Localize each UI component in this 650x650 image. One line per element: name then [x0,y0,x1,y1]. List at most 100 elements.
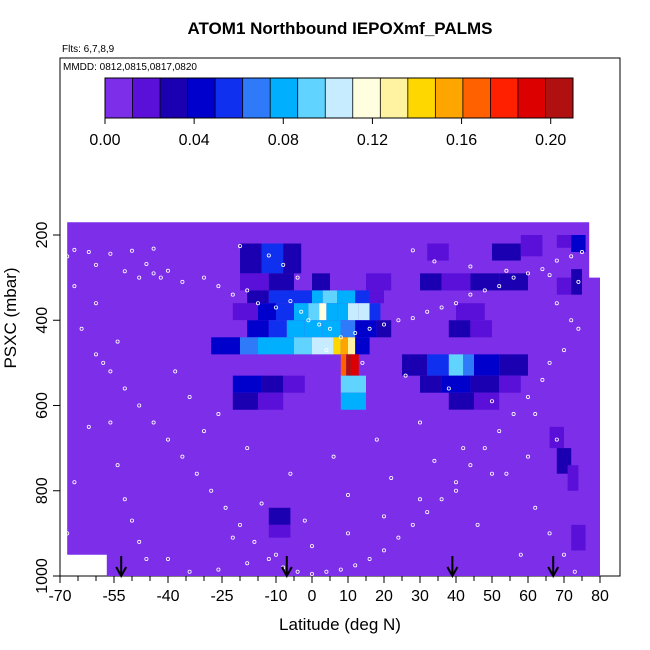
sample-point [367,556,372,561]
curtain-cell [258,303,276,321]
sample-point [540,267,545,272]
curtain-cell [474,354,500,376]
sample-point [245,561,250,566]
sample-point [137,403,142,408]
curtain-cell [268,507,291,525]
curtain-cell [211,337,240,355]
curtain-cell [571,235,586,253]
curtain-cell [240,273,269,291]
sample-point [338,567,343,572]
sample-point [410,316,415,321]
sample-point [201,429,206,434]
curtain-cell [448,392,474,410]
curtain-cell [286,320,305,338]
sample-point [216,412,221,417]
colorbar-tick-label: 0.08 [268,132,299,149]
colorbar-swatch [215,78,244,118]
sample-point [295,569,300,574]
x-tick-label: -55 [102,588,125,605]
curtain-cell [268,273,294,291]
sample-point [216,567,221,572]
sample-point [317,322,322,327]
sample-point [187,569,192,574]
sample-point [489,399,494,404]
curtain-cell [308,303,320,321]
sample-point [129,518,134,523]
sample-point [533,412,538,417]
sample-point [572,569,577,574]
colorbar-swatch [490,78,519,118]
curtain-cell [441,273,471,291]
sample-point [410,522,415,527]
curtain-cell [346,354,352,376]
colorbar-swatch [187,78,216,118]
sample-point [144,556,149,561]
sample-point [72,480,77,485]
curtain-cell [448,354,464,376]
sample-point [497,284,502,289]
sample-point [309,544,314,549]
curtain-cell [369,290,384,304]
colorbar-swatch [407,78,436,118]
curtain-cell [366,273,392,291]
sample-point [547,273,552,278]
sample-point [504,471,509,476]
sample-point [439,305,444,310]
curtain-cell [355,337,370,355]
curtain-layer [67,222,600,576]
curtain-cell [222,290,248,304]
sample-point [417,497,422,502]
sample-point [209,488,214,493]
curtain-cell [276,303,294,321]
sample-point [576,326,581,331]
sample-point [417,420,422,425]
curtain-cell [456,303,485,321]
curtain-cell [268,320,287,338]
curtain-cell [340,337,348,355]
curtain-cell [402,354,428,376]
sample-point [327,326,332,331]
curtain-cell [186,337,212,355]
sample-point [345,531,350,536]
curtain-cell [340,392,366,410]
colorbar-swatch [242,78,271,118]
colorbar-swatch [352,78,381,118]
sample-point [562,348,567,353]
curtain-cell [319,303,327,321]
x-tick-label: 30 [411,588,429,605]
sample-point [237,244,242,249]
sample-point [129,248,134,253]
colorbar-frame [104,77,574,119]
curtain-cell [470,273,500,291]
curtain-cell [283,243,302,274]
sample-point [180,279,185,284]
colorbar-ticks: 0.00 0.04 0.08 0.12 0.16 0.20 [89,118,566,149]
sample-point [439,497,444,502]
curtain-cell [567,465,579,491]
curtain-cell [268,524,291,538]
sample-point [151,246,156,251]
sample-point [403,373,408,378]
sample-point [165,268,170,273]
curtain-cell [348,337,356,355]
curtain-cell [340,375,366,393]
sample-point [86,250,91,255]
x-tick-label: 50 [483,588,501,605]
sample-point [115,463,120,468]
sample-point [468,463,473,468]
sample-point [562,552,567,557]
sample-point [569,318,574,323]
curtain-cell [232,303,258,321]
sample-point [144,261,149,266]
sample-points [65,244,585,576]
colorbar-swatch [435,78,464,118]
sample-point [281,262,286,267]
sample-point [165,437,170,442]
colorbar-swatch [297,78,326,118]
sample-point [425,309,430,314]
curtain-cell [470,320,492,338]
colorbar-swatch [270,78,299,118]
arrow-marker [547,556,560,579]
sample-point [475,522,480,527]
